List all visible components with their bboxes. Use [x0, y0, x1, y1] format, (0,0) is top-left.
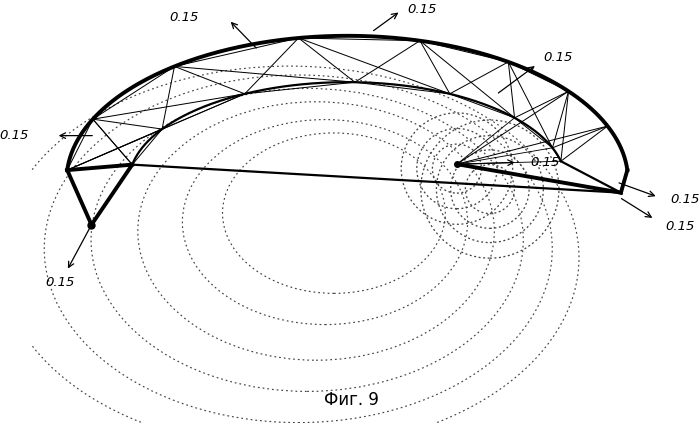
Text: 0.15: 0.15	[46, 276, 75, 289]
Text: 0.15: 0.15	[670, 193, 699, 206]
Text: 0.15: 0.15	[543, 51, 573, 64]
Text: Фиг. 9: Фиг. 9	[324, 391, 379, 409]
Text: 0.15: 0.15	[407, 3, 436, 16]
Text: 0.15: 0.15	[169, 11, 198, 25]
Text: 0.15: 0.15	[0, 129, 29, 142]
Text: 0.15: 0.15	[666, 220, 695, 233]
Text: 0.15: 0.15	[530, 156, 559, 169]
